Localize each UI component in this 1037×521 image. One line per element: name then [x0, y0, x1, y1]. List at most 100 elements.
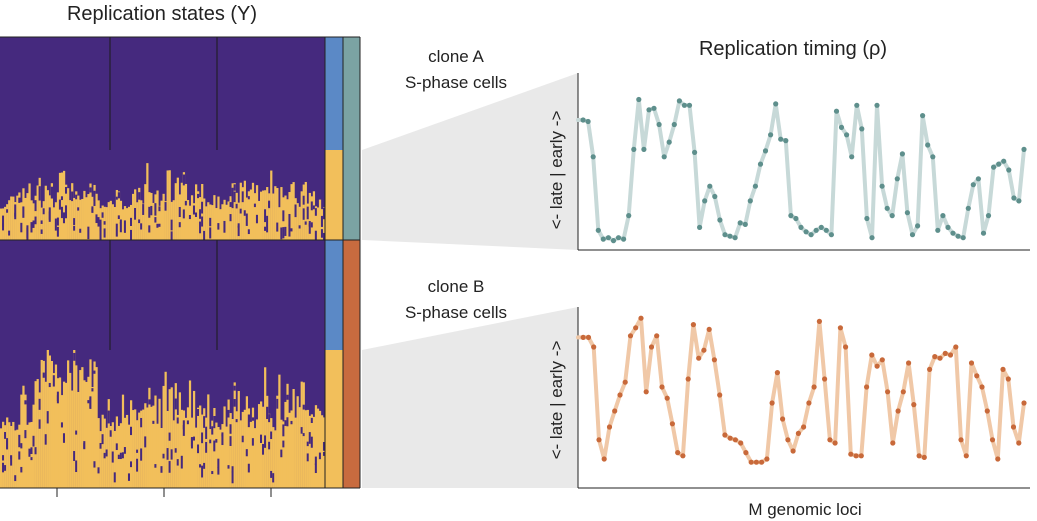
heatmap-cell: [195, 212, 198, 217]
heatmap-cell: [138, 187, 141, 240]
heatmap-cell: [247, 463, 251, 473]
heatmap-cell: [77, 207, 80, 211]
timing-point: [631, 146, 637, 152]
clone-a-plot-bg: [578, 73, 1029, 250]
heatmap-cell: [30, 457, 33, 461]
timing-point: [757, 161, 764, 167]
heatmap-cell: [93, 197, 96, 206]
timing-point: [617, 392, 623, 398]
timing-point: [945, 224, 951, 230]
timing-point: [827, 437, 833, 443]
heatmap-cell: [93, 461, 96, 468]
timing-point: [743, 450, 749, 456]
heatmap-cell: [221, 424, 224, 488]
heatmap-cell: [109, 200, 112, 240]
heatmap-cell: [36, 379, 39, 488]
timing-point: [615, 235, 622, 241]
timing-point: [803, 229, 809, 235]
timing-point: [600, 236, 606, 242]
heatmap-cell: [67, 360, 70, 488]
heatmap-cell: [77, 391, 80, 488]
heatmap-cell: [268, 413, 271, 488]
heatmap-cell: [2, 215, 5, 227]
heatmap-cell: [286, 394, 289, 400]
heatmap-cell: [251, 407, 255, 488]
heatmap-cell: [217, 196, 220, 240]
timing-point: [935, 227, 941, 233]
heatmap-cell: [199, 209, 202, 219]
heatmap-cell: [197, 409, 200, 416]
timing-point: [965, 205, 971, 211]
heatmap-cell: [34, 216, 37, 225]
heatmap-cell: [312, 416, 316, 488]
heatmap-cell: [38, 398, 41, 410]
heatmap-cell: [201, 432, 204, 444]
heatmap-cell: [166, 448, 169, 460]
heatmap-cell: [233, 184, 236, 191]
timing-point: [788, 213, 794, 219]
heatmap-cell: [119, 219, 123, 224]
heatmap-cell: [320, 215, 324, 227]
heatmap-cell: [18, 192, 21, 240]
heatmap-cell: [158, 398, 161, 488]
heatmap-cell: [184, 417, 188, 488]
timing-point: [680, 453, 686, 459]
heatmap-cell: [99, 431, 102, 488]
timing-point: [974, 373, 980, 379]
heatmap-cell: [28, 448, 31, 457]
heatmap-cell: [89, 397, 92, 408]
clone-b-y-axis-label: <- late | early ->: [547, 341, 566, 460]
heatmap-cell: [87, 376, 90, 488]
heatmap-cell: [4, 206, 7, 240]
heatmap-cell: [201, 216, 204, 227]
clone-b-plot-bg: [578, 307, 1029, 488]
heatmap-cell: [132, 193, 135, 240]
timing-point: [648, 344, 655, 350]
heatmap-cell: [274, 430, 277, 488]
timing-point: [884, 205, 890, 211]
timing-point: [748, 459, 754, 465]
heatmap-cell: [270, 431, 273, 440]
heatmap-cell: [241, 191, 244, 203]
heatmap-cell: [79, 199, 82, 240]
heatmap-cell: [144, 184, 147, 240]
heatmap-cell: [115, 223, 119, 237]
heatmap-cell: [168, 461, 171, 473]
heatmap-cell: [103, 452, 106, 459]
timing-point: [1006, 167, 1012, 173]
heatmap-cell: [314, 208, 318, 216]
heatmap-cell: [203, 416, 206, 428]
heatmap-cell: [26, 424, 29, 488]
heatmap-cell: [215, 439, 218, 443]
heatmap-cell: [10, 455, 13, 459]
heatmap-cell: [260, 434, 263, 443]
heatmap-cell: [209, 217, 212, 227]
heatmap-cell: [91, 388, 94, 392]
heatmap-cell: [225, 204, 228, 240]
heatmap-cell: [182, 172, 186, 240]
timing-point: [706, 326, 712, 332]
heatmap-cell: [290, 184, 293, 240]
timing-point: [927, 366, 933, 372]
clone-b-timing-series: [576, 315, 1027, 465]
heatmap-cell: [34, 381, 37, 488]
heatmap-cell: [6, 204, 9, 240]
heatmap-cell: [30, 421, 33, 488]
heatmap-cell: [304, 410, 307, 488]
timing-point: [989, 437, 996, 443]
timing-point: [752, 183, 759, 189]
heatmap-cell: [140, 200, 143, 240]
heatmap-cell: [20, 394, 23, 488]
timing-point: [707, 183, 713, 189]
heatmap-cell: [119, 222, 123, 233]
timing-point: [778, 136, 784, 142]
heatmap-cell: [56, 378, 60, 488]
timing-point: [591, 344, 597, 350]
heatmap-cell: [99, 227, 102, 240]
heatmap-cell: [239, 208, 242, 214]
heatmap-cell: [121, 209, 125, 240]
timing-point: [960, 235, 966, 241]
heatmap-cell: [136, 458, 139, 472]
heatmap-cell: [164, 371, 167, 488]
heatmap-cell: [52, 207, 56, 240]
